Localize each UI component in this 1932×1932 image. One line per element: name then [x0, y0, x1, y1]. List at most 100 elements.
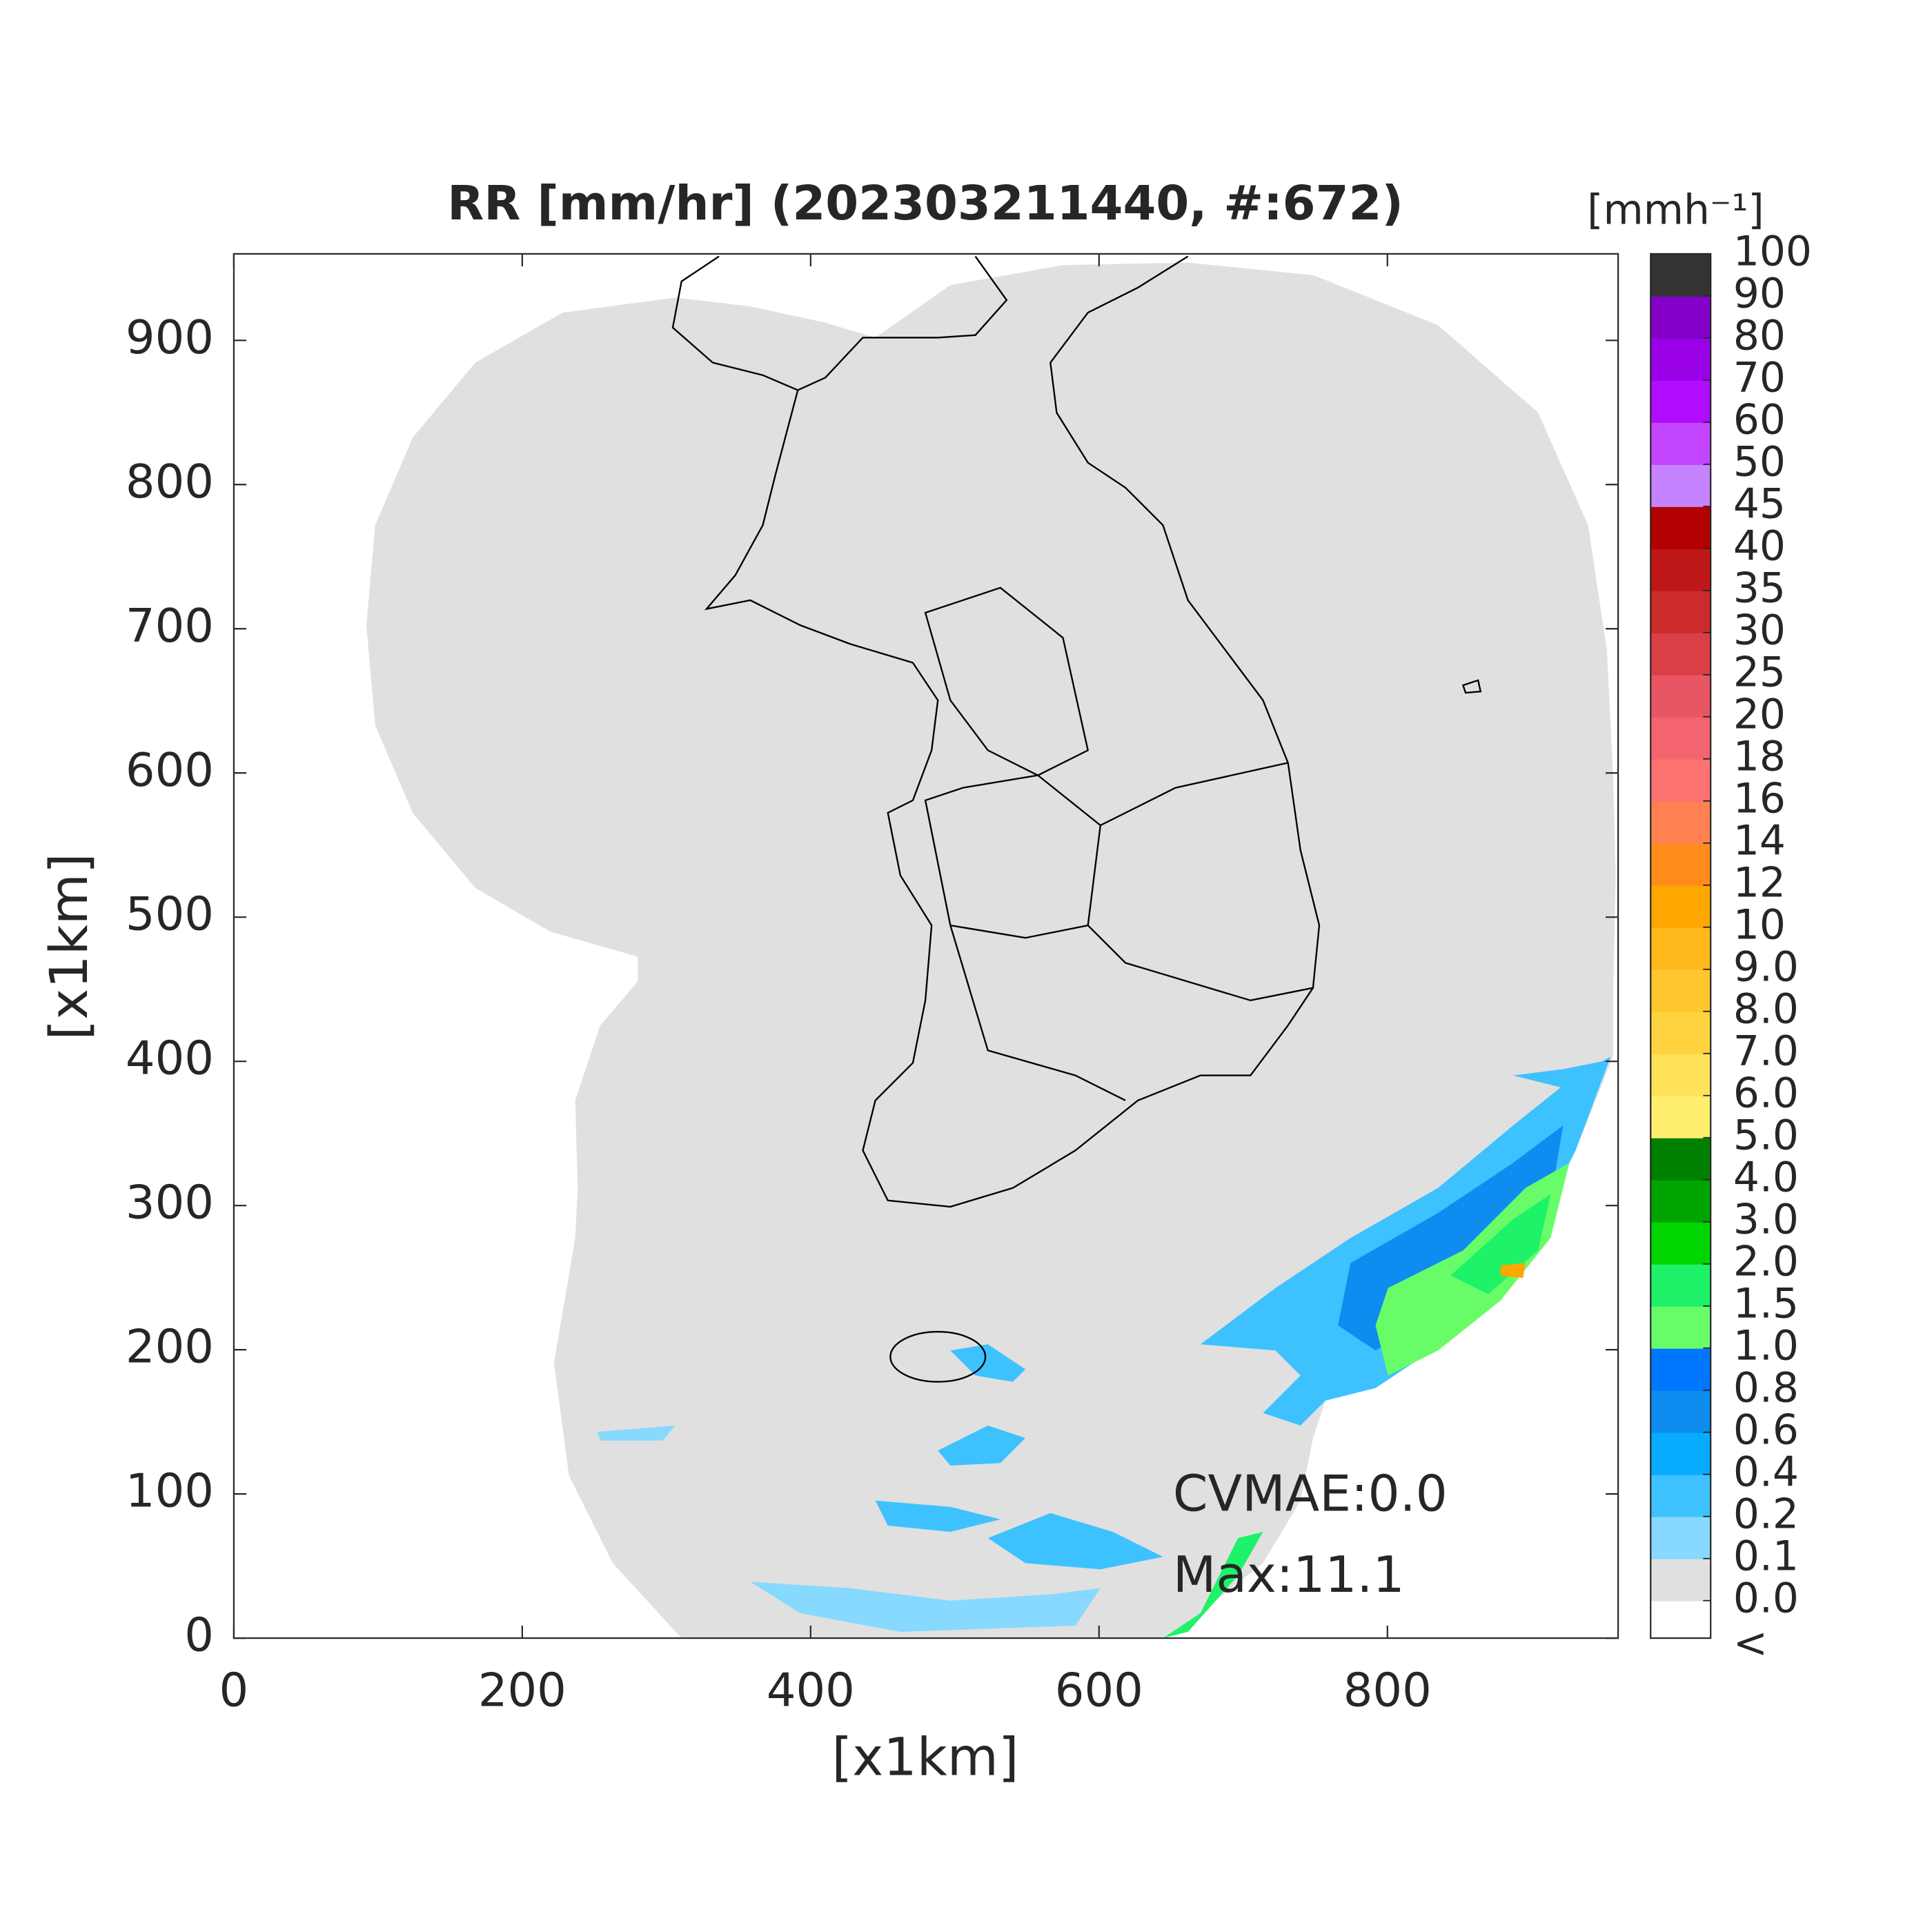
rain-area: [1500, 1263, 1526, 1279]
y-tick-label: 500: [126, 887, 214, 941]
rain-area: [1450, 1194, 1551, 1294]
colorbar-tick-label: 0.8: [1733, 1363, 1799, 1412]
colorbar-segment: [1650, 548, 1711, 591]
colorbar-tick-label: 25: [1733, 648, 1786, 696]
island: [1461, 679, 1482, 694]
colorbar-tick-label: 16: [1733, 774, 1786, 822]
annotation: Max:11.1: [1173, 1546, 1405, 1604]
colorbar-tick-label: 70: [1733, 353, 1786, 402]
y-tick-label: 300: [126, 1176, 214, 1230]
colorbar-under-label: <: [1733, 1619, 1768, 1668]
colorbar-tick-label: 8.0: [1733, 985, 1799, 1033]
colorbar-segment: [1650, 590, 1711, 633]
colorbar-tick-label: 30: [1733, 606, 1786, 654]
rain-area: [1512, 1060, 1607, 1088]
colorbar-segment: [1650, 632, 1711, 676]
colorbar-tick-label: 60: [1733, 395, 1786, 444]
colorbar-tick-label: 0.2: [1733, 1490, 1799, 1538]
colorbar-segment: [1650, 464, 1711, 507]
colorbar-tick-label: 100: [1733, 227, 1812, 275]
colorbar-tick-label: 0.4: [1733, 1448, 1799, 1496]
colorbar-segment: [1650, 422, 1711, 465]
border-line: [797, 255, 1008, 391]
y-tick-label: 100: [126, 1464, 214, 1518]
colorbar-tick-label: 80: [1733, 311, 1786, 359]
colorbar-segment: [1650, 969, 1711, 1012]
plot-frame: [233, 253, 1619, 1639]
colorbar-tick-label: 3.0: [1733, 1195, 1799, 1243]
rain-area: [750, 1581, 1101, 1633]
rain-area: [598, 1426, 676, 1441]
y-tick-label: 900: [126, 310, 214, 364]
colorbar-segment: [1650, 1432, 1711, 1475]
colorbar-segment: [1650, 885, 1711, 928]
colorbar-segment: [1650, 842, 1711, 886]
x-tick-label: 600: [1055, 1663, 1143, 1717]
colorbar-segment: [1650, 1179, 1711, 1223]
colorbar-tick-label: 45: [1733, 480, 1786, 528]
colorbar-segment: [1650, 1558, 1711, 1601]
colorbar-segment: [1650, 674, 1711, 718]
colorbar-segment: [1650, 379, 1711, 423]
colorbar-segment: [1650, 758, 1711, 802]
colorbar-tick-label: 0.1: [1733, 1532, 1799, 1580]
rain-area: [950, 1344, 1026, 1382]
colorbar-segment: [1650, 1348, 1711, 1391]
colorbar-segment: [1650, 295, 1711, 339]
colorbar-tick-label: 0.0: [1733, 1574, 1799, 1622]
colorbar-label: [mmh⁻¹]: [1587, 186, 1764, 235]
colorbar-tick-label: 1.5: [1733, 1279, 1799, 1328]
y-axis-label: [x1km]: [38, 853, 99, 1040]
colorbar-segment: [1650, 253, 1711, 297]
colorbar-tick-label: 50: [1733, 437, 1786, 486]
annotation: CVMAE:0.0: [1173, 1465, 1448, 1523]
rain-area: [938, 1426, 1026, 1466]
colorbar-tick-label: 5.0: [1733, 1111, 1799, 1159]
colorbar-segment: [1650, 337, 1711, 381]
colorbar-tick-label: 9.0: [1733, 943, 1799, 991]
colorbar-segment: [1650, 716, 1711, 760]
x-axis-label: [x1km]: [832, 1726, 1019, 1788]
colorbar-tick-label: 90: [1733, 269, 1786, 317]
y-tick-label: 200: [126, 1320, 214, 1374]
colorbar-tick-label: 1.0: [1733, 1321, 1799, 1370]
province-line: [924, 586, 1314, 1101]
x-tick-label: 400: [767, 1663, 855, 1717]
coastline: [671, 255, 1482, 1383]
x-tick-label: 0: [219, 1663, 249, 1717]
colorbar-segment: [1650, 1011, 1711, 1054]
colorbar-segment: [1650, 927, 1711, 970]
colorbar-tick-label: 20: [1733, 690, 1786, 738]
x-tick-label: 200: [478, 1663, 566, 1717]
y-tick-label: 0: [184, 1608, 214, 1662]
colorbar-segment: [1650, 1263, 1711, 1307]
peninsula-outline: [671, 255, 1321, 1208]
colorbar-segment: [1650, 1221, 1711, 1265]
colorbar-tick-label: 0.6: [1733, 1406, 1799, 1454]
colorbar-segment: [1650, 506, 1711, 549]
colorbar-segment: [1650, 1137, 1711, 1181]
colorbar-tick-label: 14: [1733, 816, 1786, 865]
colorbar-tick-label: 35: [1733, 564, 1786, 612]
colorbar-segment: [1650, 1390, 1711, 1433]
y-tick-label: 700: [126, 599, 214, 653]
y-tick-label: 400: [126, 1032, 214, 1085]
jeju-island: [889, 1330, 987, 1383]
colorbar-segment: [1650, 1053, 1711, 1096]
map-layer: [366, 255, 1616, 1639]
colorbar-tick-label: 6.0: [1733, 1069, 1799, 1117]
rain-area: [1163, 1532, 1263, 1639]
colorbar-tick-label: 18: [1733, 732, 1786, 780]
colorbar-tick-label: 10: [1733, 900, 1786, 949]
y-tick-label: 800: [126, 455, 214, 509]
colorbar-tick-label: 2.0: [1733, 1237, 1799, 1285]
colorbar-under: [1650, 1600, 1711, 1639]
rain-area: [875, 1500, 1000, 1532]
colorbar-tick-label: 12: [1733, 858, 1786, 907]
colorbar-tick-label: 7.0: [1733, 1027, 1799, 1075]
colorbar-segment: [1650, 1305, 1711, 1349]
colorbar-frame: [1650, 253, 1712, 1639]
colorbar-segment: [1650, 1516, 1711, 1559]
y-tick-label: 600: [126, 743, 214, 797]
